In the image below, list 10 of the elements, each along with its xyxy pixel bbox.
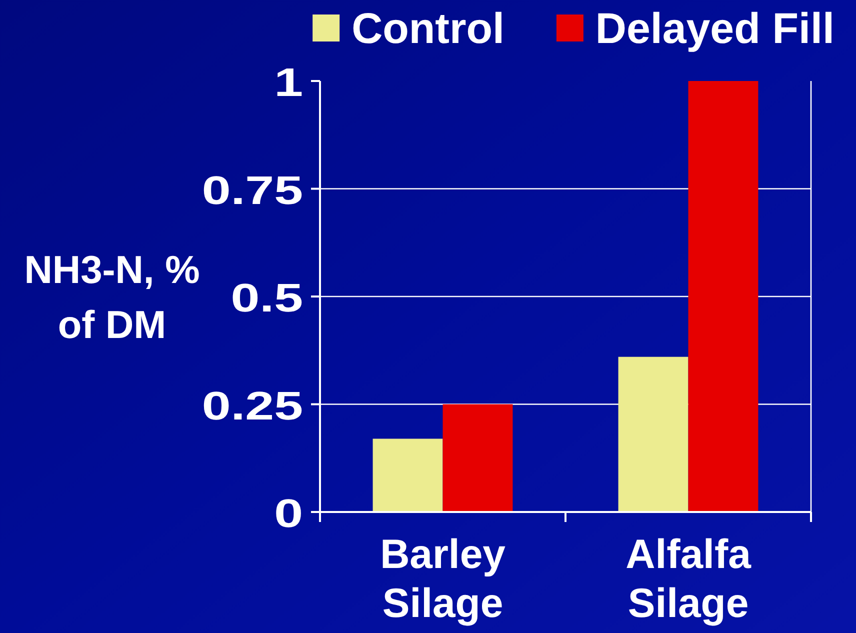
legend-label: Delayed Fill <box>595 5 834 53</box>
y-tick-label: 0.25 <box>202 383 303 428</box>
x-tick-label: Alfalfa Silage <box>626 531 752 626</box>
y-axis-title: NH3-N, % of DM <box>24 249 200 347</box>
y-tick-label: 0.75 <box>202 168 303 212</box>
legend-label: Control <box>352 5 504 53</box>
y-tick-label: 1 <box>274 60 303 105</box>
y-tick-label: 0.5 <box>230 275 303 320</box>
x-tick-label: Barley Silage <box>380 531 506 626</box>
y-tick-label: 0 <box>274 490 303 536</box>
